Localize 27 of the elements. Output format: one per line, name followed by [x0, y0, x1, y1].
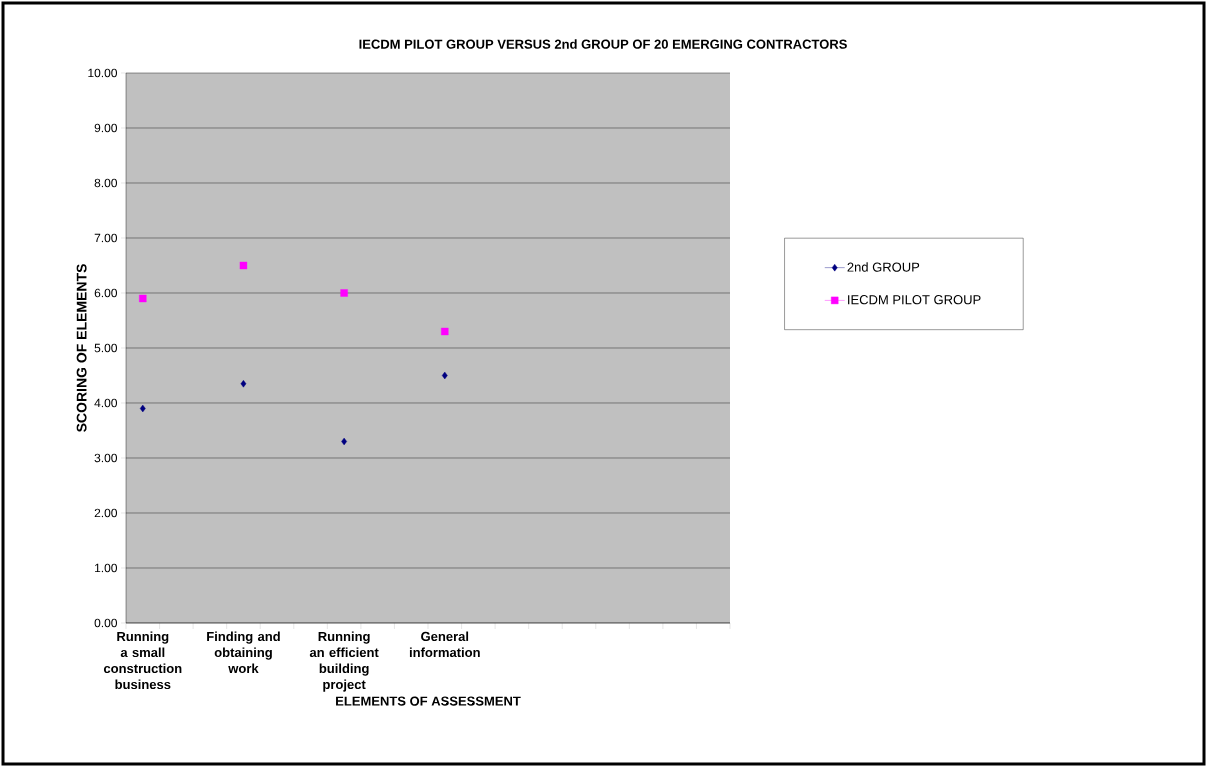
y-tick-label: 9.00	[94, 123, 118, 133]
x-tick-label: Finding and obtaining work	[207, 631, 280, 674]
legend-label: IECDM PILOT GROUP	[848, 295, 981, 305]
y-tick-label: 3.00	[94, 453, 118, 463]
legend-label: 2nd GROUP	[847, 262, 920, 272]
point	[239, 261, 248, 270]
point	[340, 289, 348, 297]
y-tick-label: 10.00	[88, 68, 118, 78]
point	[441, 327, 449, 336]
x-tick-label: General information	[409, 631, 480, 658]
y-tick-label: 5.00	[94, 343, 118, 353]
y-axis-title: SCORING OF ELEMENTS	[76, 264, 87, 432]
y-tick-label: 6.00	[94, 288, 118, 298]
chart-title: IECDM PILOT GROUP VERSUS 2nd GROUP OF 20 EMERGING CONTRACTORS	[359, 39, 847, 49]
y-tick-label: 8.00	[94, 178, 118, 188]
y-tick-label: 0.00	[94, 618, 118, 628]
y-tick-label: 2.00	[94, 508, 118, 518]
y-tick-label: 4.00	[94, 398, 118, 408]
x-axis-title: ELEMENTS OF ASSESSMENT	[336, 696, 521, 706]
x-tick-label: Running a small construction business	[103, 631, 182, 690]
y-tick-label: 1.00	[95, 563, 118, 573]
x-tick-label: Running an efficient building project	[309, 631, 379, 692]
point	[139, 294, 147, 303]
point	[240, 380, 247, 388]
y-tick-label: 7.00	[94, 233, 118, 243]
point	[139, 404, 146, 413]
point	[441, 371, 448, 380]
